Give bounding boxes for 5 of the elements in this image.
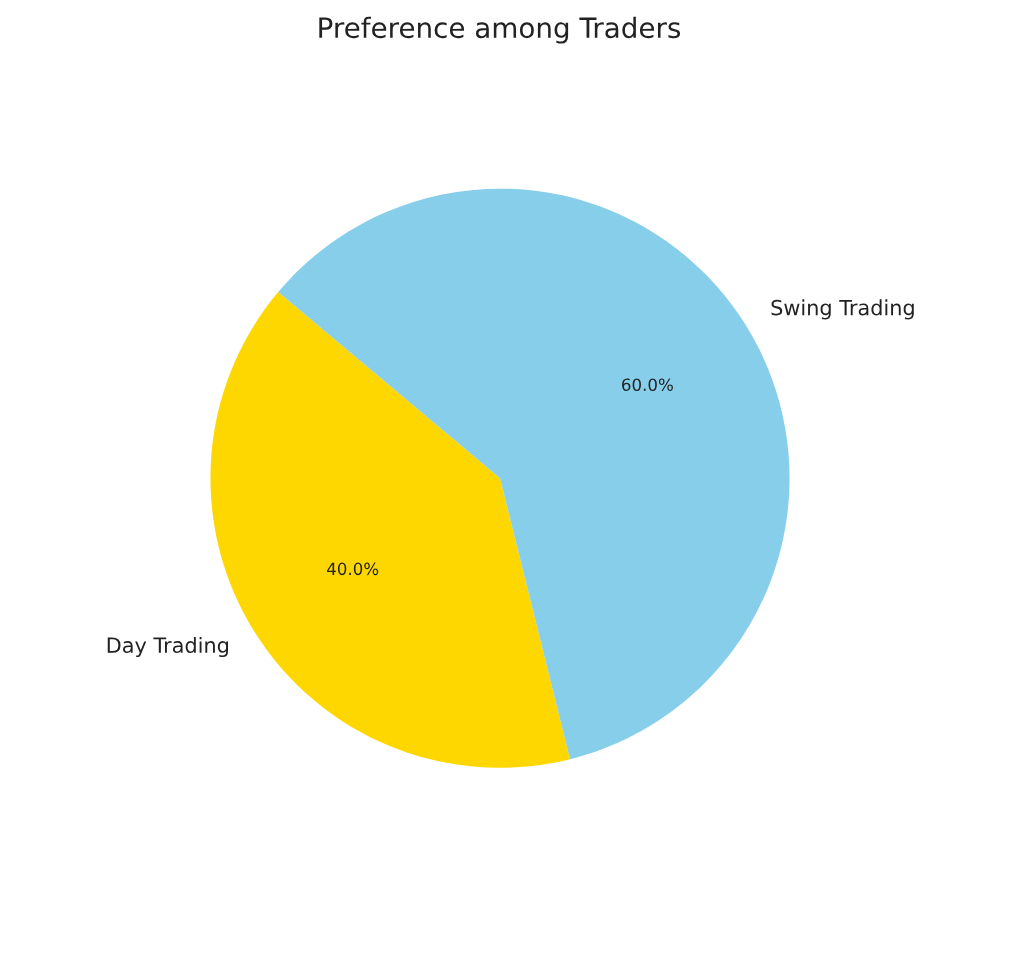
slice-label: Swing Trading	[771, 299, 914, 320]
data-label: 60.0%	[622, 378, 673, 391]
slice-label: Day Trading	[107, 636, 228, 658]
data-label: 40.0%	[327, 562, 379, 576]
chart-title: Preference among Traders	[319, 16, 681, 44]
